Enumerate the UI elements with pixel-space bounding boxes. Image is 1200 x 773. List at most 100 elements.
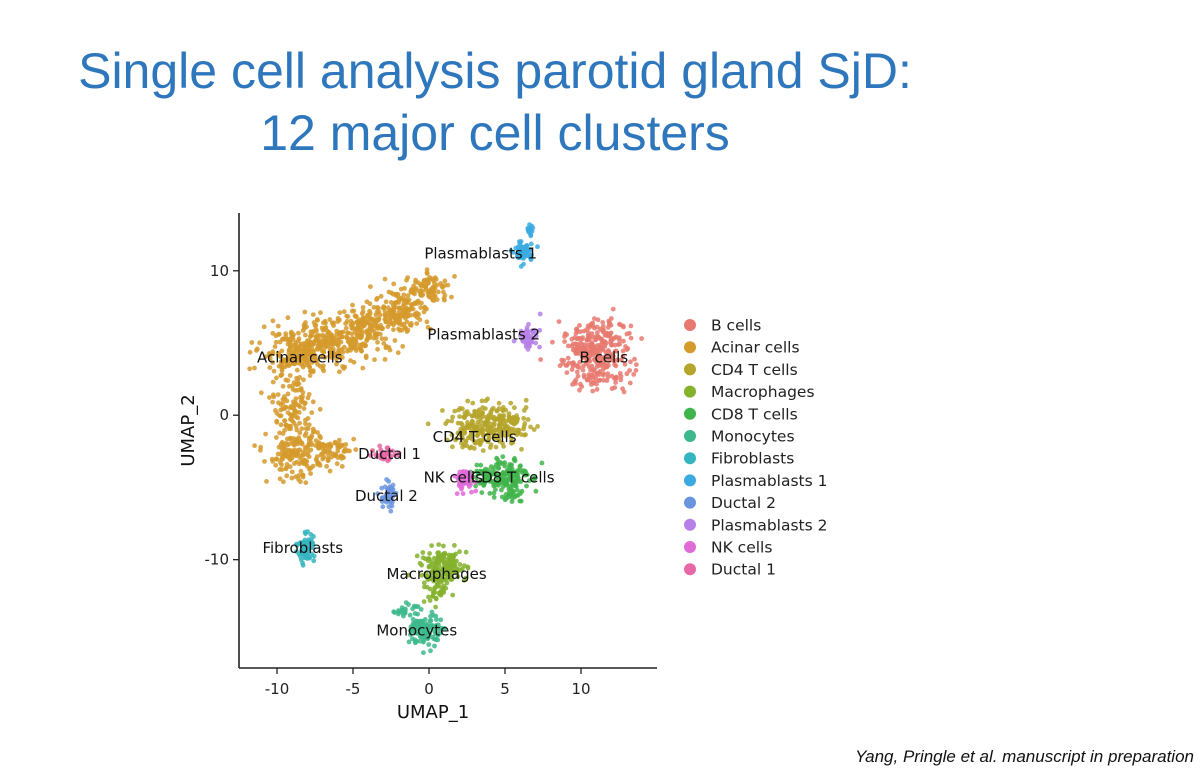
data-point bbox=[521, 408, 527, 413]
data-point bbox=[473, 474, 479, 480]
data-point bbox=[332, 453, 337, 459]
data-point bbox=[311, 429, 317, 434]
data-point bbox=[620, 323, 626, 329]
data-point bbox=[330, 335, 336, 341]
data-point bbox=[500, 454, 506, 460]
data-point bbox=[350, 302, 355, 308]
cluster-ductal-1 bbox=[368, 443, 402, 464]
data-point bbox=[627, 380, 633, 386]
data-point bbox=[573, 381, 578, 386]
data-point bbox=[581, 363, 586, 369]
data-point bbox=[393, 490, 399, 496]
data-point bbox=[270, 360, 276, 365]
data-point bbox=[487, 474, 493, 480]
data-point bbox=[599, 336, 604, 342]
data-point bbox=[574, 327, 579, 333]
data-point bbox=[517, 464, 523, 470]
data-point bbox=[506, 414, 512, 420]
legend-item: Ductal 1 bbox=[684, 561, 776, 579]
data-point bbox=[426, 277, 432, 283]
data-point bbox=[413, 630, 418, 636]
data-point bbox=[350, 320, 356, 326]
data-point bbox=[372, 357, 377, 363]
data-point bbox=[458, 426, 464, 432]
data-point bbox=[531, 427, 537, 432]
data-point bbox=[414, 312, 420, 318]
data-point bbox=[274, 375, 279, 381]
data-point bbox=[594, 360, 600, 365]
data-point bbox=[517, 498, 523, 504]
legend-label: CD4 T cells bbox=[711, 361, 798, 379]
data-point bbox=[599, 363, 604, 368]
data-point bbox=[459, 484, 465, 490]
data-point bbox=[428, 648, 433, 654]
data-point bbox=[270, 349, 276, 355]
data-point bbox=[602, 339, 608, 344]
data-point bbox=[369, 448, 375, 454]
data-point bbox=[292, 409, 297, 415]
data-point bbox=[409, 302, 414, 308]
data-point bbox=[294, 451, 300, 456]
data-point bbox=[319, 348, 325, 354]
data-point bbox=[491, 490, 497, 496]
data-point bbox=[252, 365, 257, 371]
data-point bbox=[263, 354, 268, 359]
data-point bbox=[295, 415, 301, 421]
data-point bbox=[252, 443, 257, 449]
data-point bbox=[578, 381, 583, 387]
data-point bbox=[273, 408, 278, 413]
data-point bbox=[379, 485, 385, 491]
data-point bbox=[442, 278, 448, 284]
data-point bbox=[388, 508, 394, 514]
data-point bbox=[565, 343, 571, 349]
data-point bbox=[296, 330, 301, 336]
data-point bbox=[288, 336, 293, 342]
data-point bbox=[290, 360, 296, 366]
data-point bbox=[262, 459, 267, 464]
data-point bbox=[294, 439, 300, 445]
data-point bbox=[556, 319, 562, 324]
data-point bbox=[435, 289, 441, 295]
data-point bbox=[590, 388, 596, 394]
data-point bbox=[480, 448, 486, 453]
legend-label: Monocytes bbox=[711, 428, 795, 446]
data-point bbox=[524, 333, 529, 339]
data-point bbox=[324, 443, 330, 449]
data-point bbox=[413, 301, 418, 306]
data-point bbox=[580, 367, 586, 373]
cluster-fibroblasts bbox=[294, 529, 317, 568]
slide-title-line-1: Single cell analysis parotid gland SjD: bbox=[78, 43, 912, 99]
cluster-plasmablasts-1 bbox=[508, 222, 540, 269]
data-point bbox=[523, 329, 529, 334]
data-point bbox=[302, 362, 308, 368]
data-point bbox=[294, 549, 299, 554]
data-point bbox=[390, 448, 395, 454]
data-point bbox=[472, 479, 478, 485]
data-point bbox=[270, 318, 276, 324]
data-point bbox=[479, 398, 485, 404]
data-point bbox=[298, 386, 304, 391]
data-point bbox=[335, 448, 341, 454]
data-point bbox=[521, 261, 526, 267]
data-point bbox=[483, 466, 488, 472]
data-point bbox=[363, 355, 369, 361]
data-point bbox=[528, 424, 533, 430]
data-point bbox=[273, 462, 279, 468]
data-point bbox=[287, 383, 292, 389]
data-point bbox=[293, 396, 299, 401]
data-point bbox=[301, 322, 307, 328]
data-point bbox=[349, 331, 355, 337]
data-point bbox=[535, 244, 540, 250]
data-point bbox=[608, 357, 613, 363]
data-point bbox=[537, 344, 542, 350]
cluster-label-plasmablasts-1: Plasmablasts 1 bbox=[424, 244, 537, 262]
data-point bbox=[577, 323, 582, 328]
data-point bbox=[417, 317, 423, 322]
data-point bbox=[517, 247, 522, 253]
data-point bbox=[408, 289, 414, 294]
data-point bbox=[484, 420, 490, 426]
data-point bbox=[402, 610, 408, 615]
data-point bbox=[421, 580, 427, 586]
data-point bbox=[521, 424, 527, 429]
data-point bbox=[450, 592, 456, 598]
